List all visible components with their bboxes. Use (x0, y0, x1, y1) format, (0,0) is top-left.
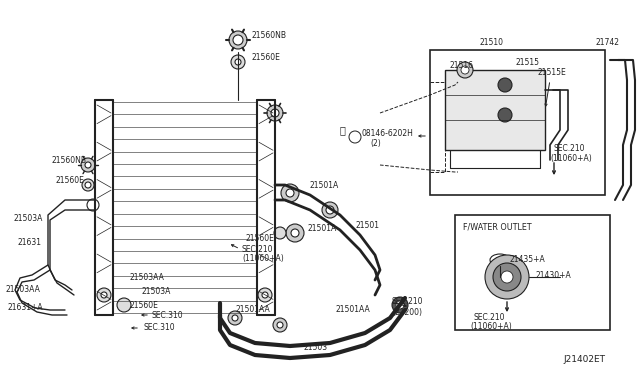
Circle shape (277, 322, 283, 328)
Text: 21560E: 21560E (252, 52, 281, 61)
Circle shape (498, 108, 512, 122)
Text: SEC.210: SEC.210 (473, 312, 504, 321)
Text: 21503A: 21503A (14, 214, 44, 222)
Circle shape (235, 59, 241, 65)
Text: 21631+A: 21631+A (8, 304, 44, 312)
Text: 21560E: 21560E (245, 234, 274, 243)
Circle shape (232, 315, 238, 321)
Circle shape (82, 179, 94, 191)
Text: (11060+A): (11060+A) (470, 323, 512, 331)
Text: 21501AA: 21501AA (335, 305, 370, 314)
Circle shape (392, 297, 408, 313)
Text: SEC.210: SEC.210 (242, 244, 273, 253)
Text: 21560E: 21560E (55, 176, 84, 185)
Circle shape (271, 109, 279, 117)
Text: 21515: 21515 (515, 58, 539, 67)
Text: 21560NB: 21560NB (252, 31, 287, 39)
Text: 21430+A: 21430+A (535, 270, 571, 279)
Text: 21501AA: 21501AA (235, 305, 269, 314)
Bar (445, 70, 545, 150)
Circle shape (117, 298, 131, 312)
Circle shape (485, 255, 529, 299)
Circle shape (286, 189, 294, 197)
Circle shape (274, 227, 286, 239)
Text: (21200): (21200) (392, 308, 422, 317)
Text: 21503: 21503 (303, 343, 327, 353)
Circle shape (101, 292, 107, 298)
Circle shape (97, 288, 111, 302)
Circle shape (273, 318, 287, 332)
Text: SEC.310: SEC.310 (152, 311, 184, 320)
Circle shape (85, 162, 91, 168)
Text: F/WATER OUTLET: F/WATER OUTLET (463, 222, 532, 231)
Text: 21503AA: 21503AA (5, 285, 40, 295)
Circle shape (286, 224, 304, 242)
Text: (2): (2) (370, 138, 381, 148)
Text: 21742: 21742 (595, 38, 619, 46)
Text: (11060+A): (11060+A) (242, 254, 284, 263)
Circle shape (322, 202, 338, 218)
Text: 21503A: 21503A (142, 288, 172, 296)
Circle shape (229, 31, 247, 49)
Circle shape (233, 35, 243, 45)
Circle shape (493, 263, 521, 291)
Circle shape (281, 184, 299, 202)
Circle shape (267, 105, 283, 121)
Bar (430, 50, 605, 195)
Circle shape (461, 66, 469, 74)
Text: 21501: 21501 (355, 221, 379, 230)
Text: ⒱: ⒱ (340, 125, 346, 135)
Text: SEC.210: SEC.210 (392, 298, 424, 307)
Circle shape (326, 206, 334, 214)
Text: 21435+A: 21435+A (510, 254, 546, 263)
Circle shape (258, 288, 272, 302)
Circle shape (291, 229, 299, 237)
Circle shape (396, 301, 404, 309)
Text: 21631: 21631 (18, 237, 42, 247)
Text: SEC.310: SEC.310 (143, 324, 175, 333)
Text: 21501A: 21501A (307, 224, 336, 232)
Text: 21560E: 21560E (130, 301, 159, 310)
Text: J21402ET: J21402ET (563, 356, 605, 365)
Text: 21510: 21510 (480, 38, 504, 46)
Circle shape (81, 158, 95, 172)
Text: 21560NB: 21560NB (52, 155, 87, 164)
Circle shape (457, 62, 473, 78)
Circle shape (501, 271, 513, 283)
Text: 21515E: 21515E (538, 67, 567, 77)
Circle shape (85, 182, 91, 188)
Circle shape (262, 292, 268, 298)
Text: SEC.210: SEC.210 (553, 144, 584, 153)
Text: 21516: 21516 (450, 61, 474, 70)
Circle shape (231, 55, 245, 69)
Circle shape (228, 311, 242, 325)
Bar (455, 215, 610, 330)
Text: 08146-6202H: 08146-6202H (362, 128, 414, 138)
Circle shape (498, 78, 512, 92)
Text: 21501A: 21501A (310, 180, 339, 189)
Text: (11060+A): (11060+A) (550, 154, 592, 163)
Text: 21503AA: 21503AA (130, 273, 165, 282)
